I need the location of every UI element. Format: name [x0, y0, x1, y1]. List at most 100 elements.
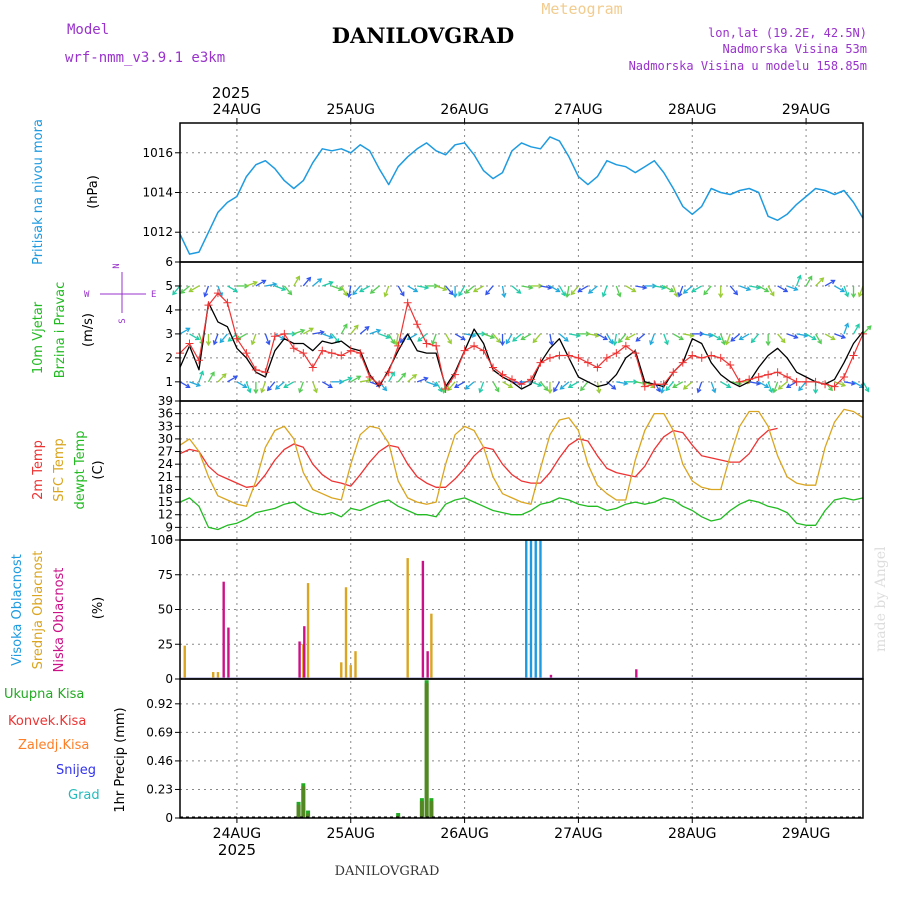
wind-arrow-head	[306, 276, 312, 282]
wind-gust-marker	[745, 375, 754, 384]
wind-arrow-head	[850, 293, 857, 299]
wind-arrow-head	[494, 387, 500, 393]
wind-arrow-head	[317, 278, 323, 283]
day-label-top: 26AUG	[440, 102, 489, 118]
wind-arrow-head	[442, 286, 448, 292]
temp-ytick-label: 39	[158, 394, 173, 408]
wind-arrow	[730, 333, 741, 342]
wind-arrow	[602, 285, 608, 297]
wind-arrow-head	[356, 375, 362, 381]
wind-arrow	[701, 333, 713, 337]
wind-arrow	[739, 333, 750, 340]
wind-arrow	[697, 381, 703, 393]
wind-gust-marker	[489, 363, 498, 372]
wind-arrow	[739, 285, 751, 291]
wind-arrow-head	[242, 383, 248, 389]
year-bottom: 2025	[218, 841, 256, 859]
wind-arrow	[683, 285, 693, 294]
precip-ylabel: 1hr Precip (mm)	[113, 707, 128, 812]
wind-ytick-label: 2	[165, 351, 173, 365]
precip-legend-snow: Snijeg	[56, 763, 96, 778]
wind-arrow	[710, 381, 716, 393]
wind-arrow-head	[369, 289, 375, 294]
wind-arrow	[312, 331, 324, 335]
wind-arrow	[189, 285, 200, 293]
wind-arrow	[246, 281, 257, 287]
wind-arrow	[853, 381, 864, 388]
wind-gust-marker	[849, 351, 858, 360]
data-layer	[172, 136, 872, 818]
wind-arrow-head	[543, 386, 549, 392]
precip-conv-overlay	[424, 683, 429, 818]
wind-arrow	[352, 285, 361, 295]
cloud-unit: (%)	[91, 597, 106, 620]
wind-ylabel-2: Brzina i Pravac	[53, 282, 68, 379]
wind-gust-marker	[242, 349, 251, 358]
wind-gust-marker	[394, 341, 403, 350]
wind-arrow	[767, 381, 773, 393]
wind-gust-marker	[830, 382, 839, 391]
wind-arrow	[578, 285, 589, 293]
wind-arrow-head	[281, 286, 287, 292]
wind-arrow-head	[232, 375, 239, 381]
wind-arrow	[485, 285, 494, 295]
wind-arrow-head	[319, 329, 325, 336]
wind-arrow-head	[423, 376, 429, 382]
wind-arrow-head	[512, 336, 518, 342]
wind-arrow-head	[367, 377, 373, 384]
wind-arrow	[454, 381, 465, 388]
cloud-ylabel-3: Niska Oblacnost	[52, 568, 67, 673]
wind-arrow-head	[631, 287, 637, 293]
wind-arrow	[852, 324, 860, 335]
wind-arrow-head	[617, 338, 623, 344]
wind-arrow-head	[471, 332, 477, 338]
wind-arrow-head	[338, 286, 344, 292]
wind-arrow	[322, 333, 333, 339]
wind-arrow-head	[855, 323, 860, 329]
wind-arrow-head	[772, 388, 778, 394]
day-label-bottom: 25AUG	[327, 826, 376, 842]
wind-arrow-head	[661, 284, 667, 290]
wind-gust-marker	[650, 380, 659, 389]
wind-arrow-head	[401, 372, 407, 378]
wind-arrow	[265, 283, 277, 287]
wind-arrow-head	[750, 338, 756, 344]
wind-arrow	[682, 333, 694, 337]
wind-arrow	[236, 381, 247, 388]
precip-legend-total: Ukupna Kisa	[4, 687, 84, 702]
wind-arrow-head	[212, 340, 218, 346]
wind-arrow-head	[669, 287, 675, 293]
wind-gust-marker	[602, 353, 611, 362]
wind-arrow-head	[385, 334, 391, 340]
precip-conv-overlay	[429, 801, 434, 818]
wind-arrow	[465, 381, 475, 390]
wind-arrow-head	[828, 386, 833, 392]
wind-arrow	[815, 333, 822, 344]
wind-arrow-head	[726, 383, 732, 389]
wind-arrow	[298, 381, 304, 393]
wind-arrow-head	[553, 387, 558, 393]
wind-arrow	[786, 333, 798, 339]
station-title: DANILOVGRAD	[332, 23, 514, 48]
wind-arrow-head	[364, 326, 370, 331]
wind-arrow-head	[612, 340, 618, 346]
wind-ytick-label: 1	[165, 375, 173, 389]
wind-arrow	[560, 381, 570, 390]
wind-arrow-head	[298, 388, 304, 394]
wind-arrow	[219, 333, 228, 343]
wind-arrow	[179, 327, 190, 335]
wind-arrow-head	[777, 384, 783, 390]
wind-arrow	[703, 285, 712, 295]
wind-arrow-head	[577, 287, 583, 293]
wind-arrow-head	[798, 386, 804, 392]
wind-arrow	[606, 333, 613, 344]
wind-gust-marker	[213, 289, 222, 298]
temp-ytick-label: 6	[165, 533, 173, 547]
precip-frame	[179, 678, 864, 819]
temp-unit: (C)	[91, 460, 106, 479]
compass-s: S	[118, 318, 128, 323]
wind-arrow	[767, 285, 775, 296]
high-cloud-bar	[539, 540, 542, 679]
wind-arrow-head	[185, 327, 191, 333]
lonlat-text: lon,lat (19.2E, 42.5N)	[708, 26, 867, 40]
